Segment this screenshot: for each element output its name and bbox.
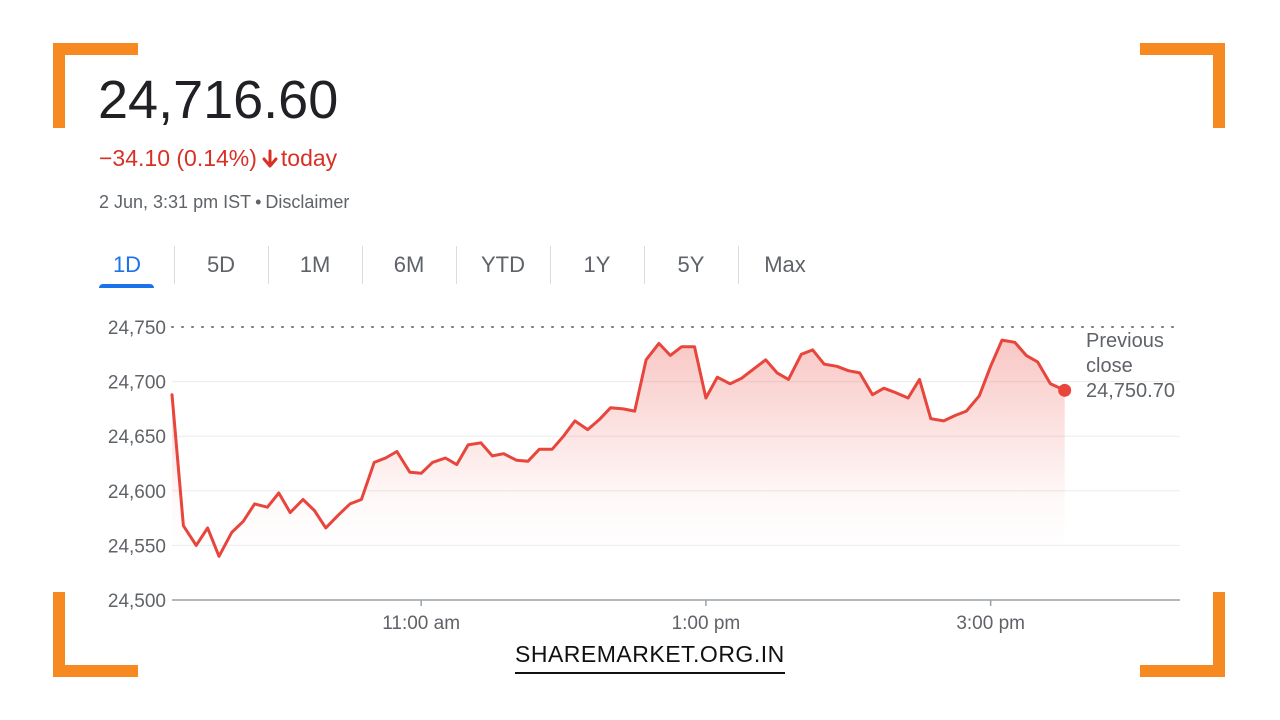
tab-1m[interactable]: 1M: [268, 244, 362, 288]
quote-timestamp: 2 Jun, 3:31 pm IST: [99, 192, 252, 212]
y-tick-label: 24,600: [108, 482, 166, 503]
series-area: [172, 340, 1065, 557]
y-tick-label: 24,500: [108, 591, 166, 612]
previous-close-value: 24,750.70: [1086, 380, 1175, 402]
tab-5y[interactable]: 5Y: [644, 244, 738, 288]
tab-1y[interactable]: 1Y: [550, 244, 644, 288]
arrow-down-icon: [261, 147, 279, 175]
frame-corner-bottom-left: [53, 592, 138, 677]
change-period: today: [280, 145, 338, 171]
quote-meta: 2 Jun, 3:31 pm IST • Disclaimer: [99, 190, 349, 214]
price-change: −34.10 (0.14%) today: [99, 144, 337, 175]
x-tick-label: 11:00 am: [382, 613, 460, 634]
tab-6m[interactable]: 6M: [362, 244, 456, 288]
change-value: −34.10 (0.14%): [99, 145, 257, 171]
disclaimer-link[interactable]: Disclaimer: [265, 192, 350, 212]
tab-max[interactable]: Max: [738, 244, 832, 288]
y-tick-label: 24,700: [108, 373, 166, 394]
frame-corner-bottom-right: [1140, 592, 1225, 677]
y-tick-label: 24,550: [108, 536, 166, 557]
y-tick-label: 24,650: [108, 427, 166, 448]
x-tick-label: 1:00 pm: [672, 613, 741, 634]
frame-corner-top-right: [1140, 43, 1225, 128]
previous-close-label: Previous: [1086, 330, 1164, 352]
tab-ytd[interactable]: YTD: [456, 244, 550, 288]
previous-close-label: close: [1086, 355, 1133, 377]
frame-corner-top-left: [53, 43, 138, 128]
y-tick-label: 24,750: [108, 318, 166, 339]
tab-1d[interactable]: 1D: [80, 244, 174, 288]
active-tab-indicator: [99, 284, 154, 288]
range-tabs: 1D 5D 1M 6M YTD 1Y 5Y Max: [80, 244, 832, 288]
x-tick-label: 3:00 pm: [956, 613, 1025, 634]
series-line: [170, 338, 1067, 558]
current-price: 24,716.60: [98, 70, 339, 130]
last-point-dot: [1058, 383, 1072, 397]
meta-separator: •: [255, 192, 262, 212]
tab-5d[interactable]: 5D: [174, 244, 268, 288]
site-brand: SHAREMARKET.ORG.IN: [515, 639, 785, 674]
